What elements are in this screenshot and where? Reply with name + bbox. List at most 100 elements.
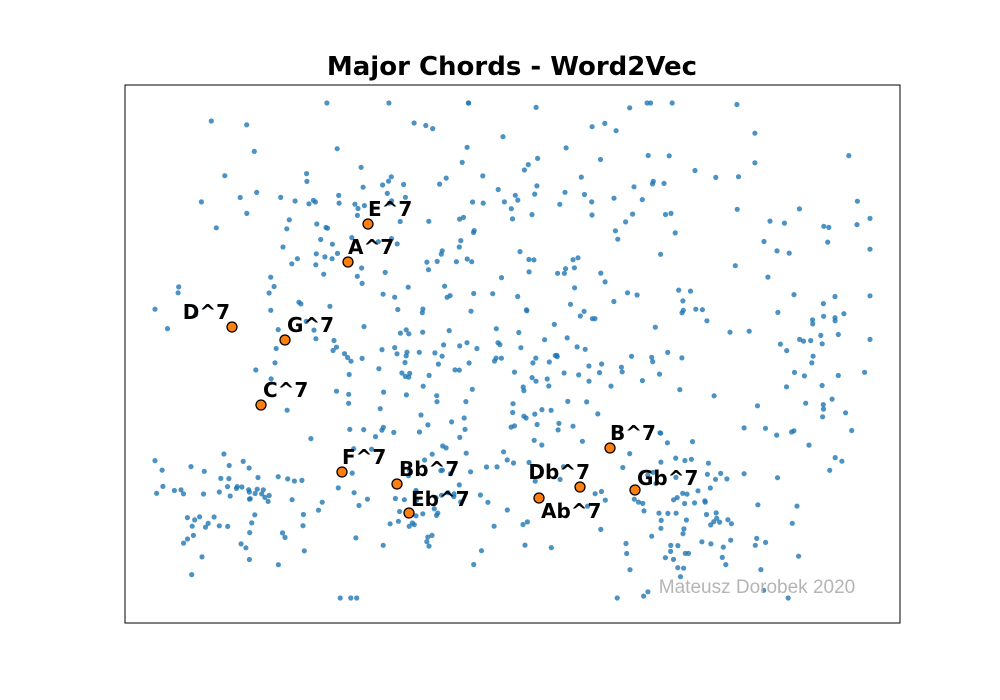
background-point <box>719 554 725 561</box>
background-point <box>512 192 518 198</box>
background-point <box>521 167 528 173</box>
background-point <box>577 313 583 319</box>
background-point <box>345 354 351 361</box>
background-point <box>561 270 568 276</box>
background-point <box>762 425 769 431</box>
background-point <box>254 189 260 195</box>
background-point <box>397 218 403 225</box>
background-point <box>201 468 207 474</box>
background-point <box>321 271 327 277</box>
background-point <box>478 548 485 554</box>
background-point <box>526 269 532 275</box>
background-point <box>190 532 196 539</box>
background-point <box>810 353 816 359</box>
background-point <box>650 178 656 184</box>
background-point <box>341 351 348 357</box>
background-point <box>347 426 353 432</box>
background-point <box>705 460 712 466</box>
background-point <box>534 421 540 428</box>
background-point <box>470 199 476 205</box>
background-point <box>531 257 537 263</box>
background-point <box>634 292 640 298</box>
chord-label: D^7 <box>183 300 230 324</box>
background-point <box>741 471 747 477</box>
background-point <box>570 423 576 429</box>
background-point <box>602 279 608 285</box>
background-point <box>707 485 713 491</box>
background-point <box>197 514 203 520</box>
background-point <box>598 526 604 533</box>
background-point <box>520 384 526 390</box>
background-point <box>192 517 198 523</box>
background-point <box>159 467 165 473</box>
background-point <box>395 306 401 313</box>
background-point <box>754 403 761 409</box>
background-point <box>761 238 767 245</box>
background-point <box>465 100 471 106</box>
background-point <box>493 326 499 332</box>
background-point <box>645 589 651 595</box>
background-point <box>381 389 387 395</box>
background-point <box>310 197 316 203</box>
background-point <box>329 256 335 262</box>
background-point <box>463 450 469 456</box>
background-point <box>399 370 405 376</box>
background-point <box>657 430 663 436</box>
background-point <box>618 364 625 370</box>
background-point <box>510 460 517 466</box>
background-point <box>641 508 647 514</box>
background-point <box>746 328 752 334</box>
background-point <box>361 427 367 433</box>
background-point <box>360 184 366 190</box>
background-point <box>244 210 250 216</box>
background-point <box>336 192 342 198</box>
background-point <box>524 519 531 525</box>
background-point <box>416 349 422 355</box>
background-point <box>435 361 441 367</box>
background-point <box>413 489 420 495</box>
background-point <box>784 348 790 354</box>
background-point <box>501 199 507 205</box>
chord-point <box>604 442 616 454</box>
background-point <box>313 251 319 257</box>
background-point <box>459 159 465 165</box>
background-point <box>819 341 825 347</box>
background-point <box>592 491 598 497</box>
background-point <box>361 203 367 209</box>
background-point <box>361 324 367 330</box>
background-point <box>252 490 258 497</box>
background-point <box>539 407 545 413</box>
background-point <box>596 370 603 376</box>
background-point <box>420 329 426 335</box>
background-point <box>247 530 253 536</box>
background-point <box>532 191 538 197</box>
background-point <box>424 259 430 265</box>
background-point <box>380 291 386 297</box>
background-point <box>355 205 361 212</box>
background-point <box>689 439 696 445</box>
chord-point <box>574 481 586 493</box>
background-point <box>614 595 620 601</box>
background-point <box>504 507 510 513</box>
background-point <box>425 422 431 428</box>
background-point <box>774 248 780 254</box>
background-point <box>272 360 278 366</box>
background-point <box>820 402 826 408</box>
background-point <box>532 478 538 484</box>
chord-label: Gb^7 <box>637 466 698 490</box>
background-point <box>275 327 281 333</box>
background-point <box>394 241 400 247</box>
background-point <box>504 457 510 463</box>
background-point <box>461 415 467 421</box>
background-point <box>386 200 392 206</box>
background-point <box>380 542 386 548</box>
background-point <box>354 212 360 218</box>
background-point <box>704 318 710 324</box>
background-point <box>775 309 781 315</box>
background-point <box>413 513 419 519</box>
background-point <box>533 104 539 110</box>
background-point <box>189 523 195 529</box>
background-point <box>218 475 224 481</box>
background-point <box>688 456 695 462</box>
background-point <box>658 251 664 257</box>
